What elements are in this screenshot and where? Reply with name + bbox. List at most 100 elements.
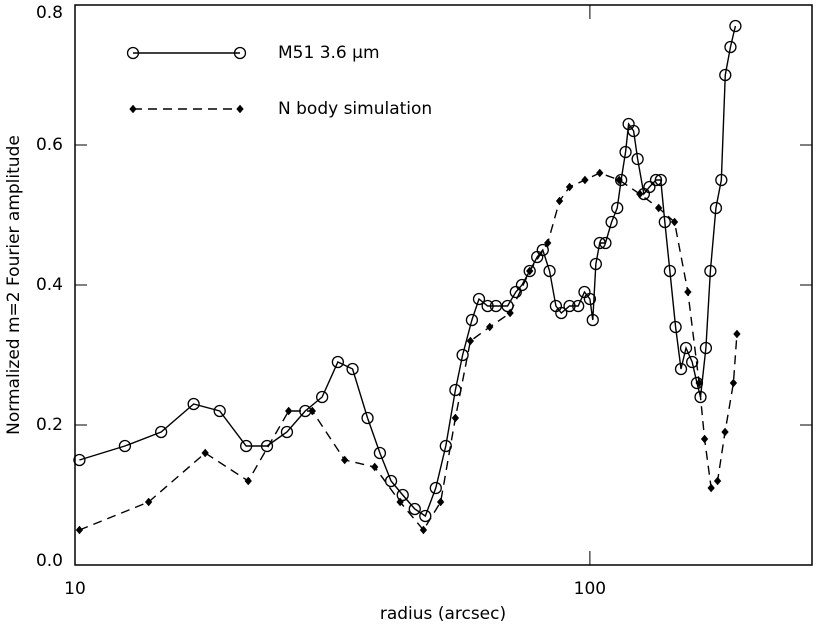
marker (506, 308, 514, 318)
marker (669, 320, 682, 334)
marker (346, 362, 359, 376)
marker (451, 413, 460, 423)
series-line (79, 25, 737, 518)
marker (396, 497, 404, 507)
marker (611, 201, 624, 215)
marker (658, 215, 671, 229)
marker (699, 341, 713, 355)
marker (700, 434, 709, 444)
marker (436, 497, 445, 507)
marker (670, 217, 679, 227)
marker (596, 168, 604, 178)
marker (729, 378, 738, 388)
marker (686, 355, 699, 369)
marker (619, 145, 632, 159)
marker (605, 215, 618, 229)
marker (721, 427, 729, 437)
marker (544, 238, 552, 248)
y-axis-label: Normalized m=2 Fourier amplitude (4, 135, 24, 435)
marker (654, 173, 667, 187)
marker (515, 278, 529, 292)
marker (707, 483, 715, 493)
marker (654, 203, 663, 213)
y-tick-label: 0.8 (36, 3, 63, 23)
marker (481, 299, 494, 313)
legend-marker (233, 46, 247, 60)
marker (631, 152, 644, 166)
legend-label: N body simulation (278, 99, 432, 119)
marker (155, 425, 168, 439)
marker (465, 313, 479, 327)
marker (419, 525, 428, 535)
y-tick-label: 0.2 (36, 415, 63, 435)
y-tick-label: 0.6 (36, 135, 63, 155)
legend-marker (129, 104, 137, 114)
marker (439, 439, 452, 453)
marker (695, 378, 703, 388)
marker (581, 175, 589, 185)
legend-marker (236, 104, 244, 114)
marker (472, 292, 486, 306)
x-tick-label: 10 (64, 579, 86, 599)
x-axis-label: radius (arcsec) (380, 604, 506, 624)
marker (719, 68, 732, 82)
marker (615, 175, 623, 185)
marker (627, 124, 640, 138)
marker (555, 196, 564, 206)
marker (371, 462, 379, 472)
y-tick-label: 0.4 (36, 275, 63, 295)
marker (583, 292, 597, 306)
marker (724, 40, 737, 54)
marker (466, 336, 475, 346)
marker (704, 264, 717, 278)
marker (709, 201, 723, 215)
plot-frame (74, 4, 813, 566)
marker (456, 348, 469, 362)
marker (593, 236, 606, 250)
marker (187, 397, 200, 411)
marker (565, 182, 574, 192)
marker (285, 406, 293, 416)
marker (260, 439, 274, 453)
series-line (79, 172, 738, 532)
marker (563, 299, 576, 313)
marker (679, 341, 693, 355)
marker (316, 390, 329, 404)
marker (361, 411, 374, 425)
marker (572, 299, 585, 313)
marker (643, 180, 656, 194)
marker (201, 448, 209, 458)
marker (419, 509, 432, 523)
legend-label: M51 3.6 μm (278, 43, 380, 63)
marker (429, 481, 442, 495)
legend-marker (126, 46, 140, 60)
marker (118, 439, 132, 453)
marker (240, 439, 253, 453)
marker (396, 488, 409, 502)
marker (543, 264, 556, 278)
marker (715, 173, 728, 187)
marker (213, 404, 226, 418)
marker (586, 313, 599, 327)
marker (341, 455, 349, 465)
marker (536, 243, 549, 257)
marker (280, 425, 294, 439)
marker (599, 236, 612, 250)
marker (733, 329, 741, 339)
marker (73, 453, 86, 467)
marker (649, 173, 663, 187)
marker (373, 446, 387, 460)
marker (144, 497, 153, 507)
marker (308, 406, 316, 416)
marker (684, 287, 692, 297)
x-tick-label: 100 (574, 579, 606, 599)
marker (486, 322, 494, 332)
marker (713, 476, 722, 486)
marker (674, 362, 688, 376)
marker (408, 502, 421, 516)
marker (244, 476, 252, 486)
marker (75, 525, 84, 535)
marker (636, 189, 644, 199)
marker (663, 264, 677, 278)
